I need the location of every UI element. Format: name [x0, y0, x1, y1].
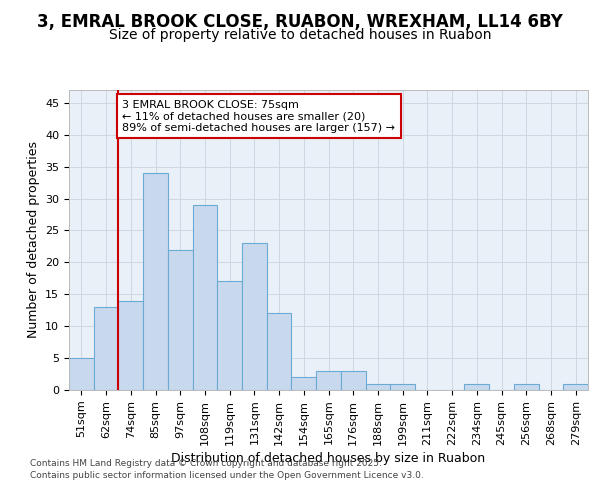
Bar	[69, 358, 94, 390]
Bar	[242, 243, 267, 390]
X-axis label: Distribution of detached houses by size in Ruabon: Distribution of detached houses by size …	[172, 452, 485, 465]
Bar	[316, 371, 341, 390]
Bar	[267, 314, 292, 390]
Bar	[292, 377, 316, 390]
Bar	[390, 384, 415, 390]
Bar	[217, 282, 242, 390]
Text: Contains HM Land Registry data © Crown copyright and database right 2025.
Contai: Contains HM Land Registry data © Crown c…	[30, 459, 424, 480]
Bar	[365, 384, 390, 390]
Bar	[514, 384, 539, 390]
Bar	[168, 250, 193, 390]
Bar	[193, 205, 217, 390]
Bar	[118, 300, 143, 390]
Text: 3 EMRAL BROOK CLOSE: 75sqm
← 11% of detached houses are smaller (20)
89% of semi: 3 EMRAL BROOK CLOSE: 75sqm ← 11% of deta…	[122, 100, 395, 133]
Bar	[563, 384, 588, 390]
Bar	[341, 371, 365, 390]
Text: 3, EMRAL BROOK CLOSE, RUABON, WREXHAM, LL14 6BY: 3, EMRAL BROOK CLOSE, RUABON, WREXHAM, L…	[37, 12, 563, 30]
Text: Size of property relative to detached houses in Ruabon: Size of property relative to detached ho…	[109, 28, 491, 42]
Bar	[94, 307, 118, 390]
Bar	[464, 384, 489, 390]
Y-axis label: Number of detached properties: Number of detached properties	[26, 142, 40, 338]
Bar	[143, 173, 168, 390]
